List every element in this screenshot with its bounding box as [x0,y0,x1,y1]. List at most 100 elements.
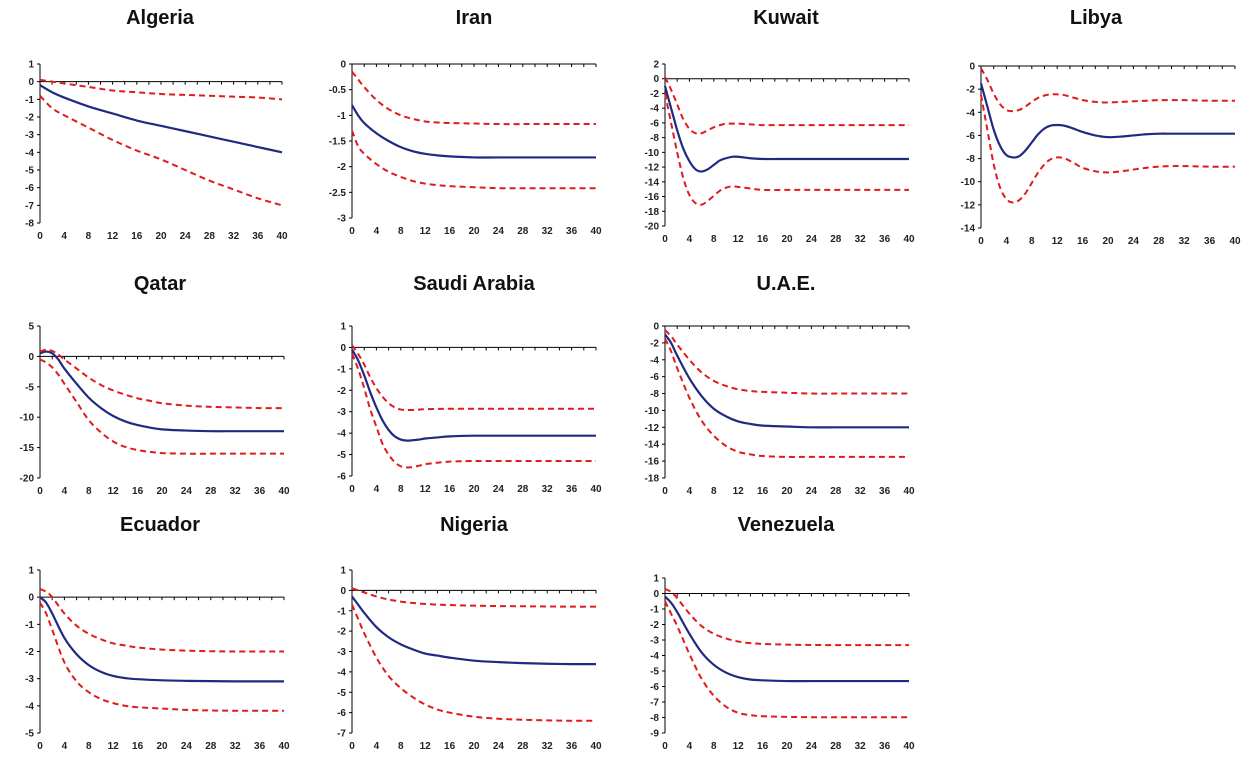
x-tick-label: 16 [444,226,456,237]
y-tick-label: -1 [337,364,346,375]
y-tick-label: -1 [337,606,346,617]
x-tick-label: 40 [278,741,290,752]
y-tick-label: -10 [645,406,660,417]
x-tick-label: 20 [781,234,793,245]
y-tick-label: -16 [645,192,660,203]
x-tick-label: 28 [830,486,842,497]
x-tick-label: 40 [590,226,602,237]
panel-title: Algeria [126,7,195,29]
point-estimate-line [351,595,597,666]
y-tick-label: 0 [653,74,659,85]
y-tick-label: -14 [645,177,660,188]
point-estimate-line [39,596,284,683]
x-tick-label: 28 [517,226,529,237]
x-tick-label: 12 [1052,236,1064,247]
y-tick-label: -2 [25,647,34,658]
x-tick-label: 20 [155,231,167,242]
x-tick-label: 32 [855,486,867,497]
y-tick-label: -2 [337,386,346,397]
point-estimate-line [39,350,284,433]
x-tick-label: 20 [1102,236,1114,247]
x-tick-label: 28 [517,741,529,752]
x-tick-label: 8 [398,484,404,495]
upper-band-line [39,78,283,101]
x-tick-label: 8 [86,486,92,497]
point-estimate-line [664,333,909,429]
x-tick-label: 36 [1204,236,1216,247]
x-tick-label: 24 [806,741,818,752]
x-tick-label: 16 [757,741,769,752]
x-tick-label: 20 [781,741,793,752]
y-tick-label: -6 [25,183,34,194]
x-tick-label: 40 [903,741,915,752]
x-tick-label: 12 [108,486,120,497]
y-tick-label: -12 [645,163,660,174]
x-tick-label: 0 [978,236,984,247]
x-tick-label: 24 [493,484,505,495]
y-tick-label: -8 [25,219,34,230]
x-tick-label: 16 [757,234,769,245]
x-tick-label: 20 [781,486,793,497]
point-estimate-line [663,85,909,173]
x-tick-label: 8 [86,231,92,242]
x-tick-label: 28 [204,231,216,242]
y-tick-label: -3 [337,647,346,658]
x-tick-label: 4 [374,741,380,752]
x-tick-label: 32 [855,741,867,752]
y-tick-label: -5 [25,382,34,393]
x-tick-label: 40 [903,486,915,497]
y-tick-label: -14 [961,224,976,235]
x-tick-label: 40 [903,234,915,245]
x-tick-label: 40 [590,484,602,495]
point-estimate-line [664,595,909,683]
lower-band-line [39,358,284,455]
x-tick-label: 36 [566,226,578,237]
lower-band-line [351,353,596,469]
y-tick-label: 5 [28,322,34,333]
lower-band-line [39,602,284,712]
x-tick-label: 36 [879,741,891,752]
x-tick-label: 4 [374,226,380,237]
x-tick-label: 12 [420,484,432,495]
upper-band-line [351,587,597,608]
x-tick-label: 12 [733,741,745,752]
x-tick-label: 0 [662,486,668,497]
y-tick-label: 0 [28,593,34,604]
y-tick-label: -4 [650,651,659,662]
x-tick-label: 40 [590,741,602,752]
x-tick-label: 16 [1077,236,1089,247]
x-tick-label: 28 [517,484,529,495]
x-tick-label: 32 [228,231,240,242]
y-tick-label: -2.5 [329,188,347,199]
y-tick-label: -20 [20,474,35,485]
y-tick-label: -2 [650,89,659,100]
upper-band-line [351,71,596,126]
lower-band-line [39,95,283,207]
point-estimate-line [39,84,283,154]
y-tick-label: -6 [650,682,659,693]
y-tick-label: -6 [650,372,659,383]
y-tick-label: -4 [337,667,346,678]
x-tick-label: 8 [398,741,404,752]
x-tick-label: 0 [349,741,355,752]
y-tick-label: -4 [25,701,34,712]
y-tick-label: -10 [645,148,660,159]
x-tick-label: 12 [420,226,432,237]
upper-band-line [980,67,1236,113]
x-tick-label: 20 [468,226,480,237]
y-tick-label: 0 [340,343,346,354]
panel-title: U.A.E. [757,273,816,295]
y-tick-label: 0 [653,589,659,600]
y-tick-label: -5 [650,667,659,678]
x-tick-label: 12 [733,486,745,497]
panel-title: Nigeria [440,514,509,536]
y-tick-label: -3 [650,636,659,647]
y-tick-label: 1 [653,574,659,585]
y-tick-label: -2 [337,162,346,173]
y-tick-label: -5 [25,166,34,177]
y-tick-label: -1 [337,111,346,122]
x-tick-label: 32 [542,741,554,752]
